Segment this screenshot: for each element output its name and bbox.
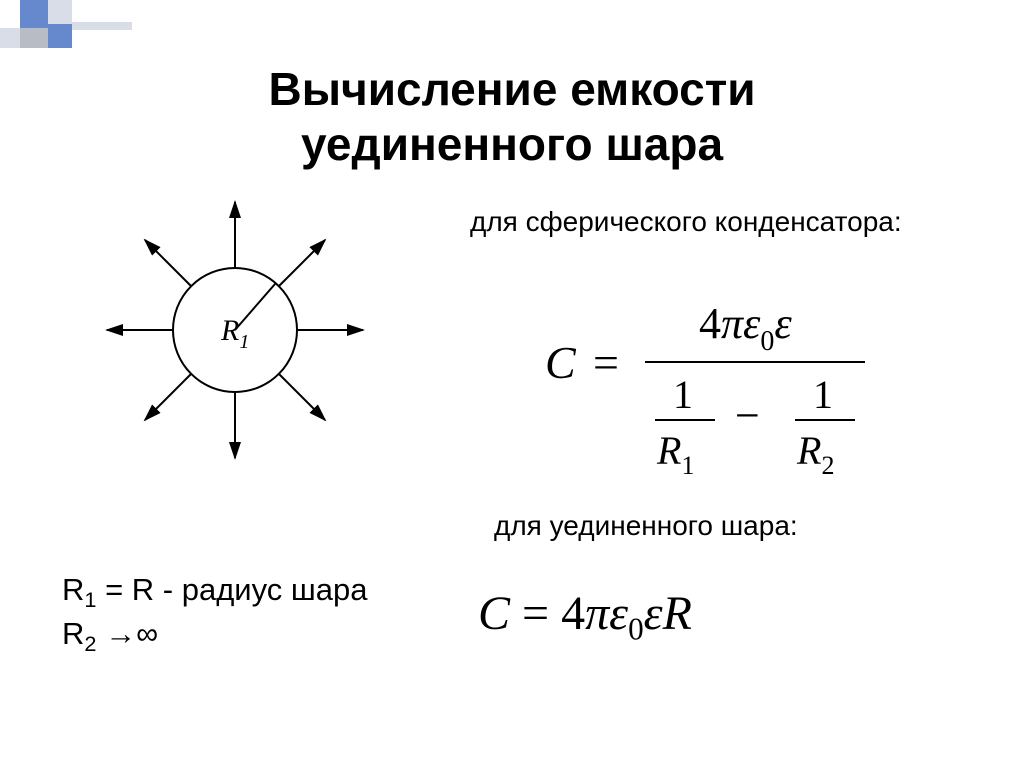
corner-decoration <box>0 0 140 60</box>
R2sub: 2 <box>821 451 834 478</box>
svg-text:=: = <box>593 337 619 388</box>
minus: − <box>735 391 760 440</box>
R2: R <box>796 428 821 473</box>
diagram-r-sub: 1 <box>239 331 249 353</box>
iso-sub: 0 <box>628 612 644 647</box>
sym-C: C <box>545 337 577 388</box>
svg-text:R2: R2 <box>796 428 834 478</box>
title-line1: Вычисление емкости <box>269 63 756 115</box>
r2-prefix: R <box>62 616 84 651</box>
r1-sub: 1 <box>84 587 96 612</box>
R1sub: 1 <box>681 451 694 478</box>
one-a: 1 <box>673 372 693 417</box>
r1-rest: = R - радиус шара <box>96 572 367 607</box>
radius-definitions: R1 = R - радиус шара R2 →∞ <box>62 570 367 659</box>
r1-prefix: R <box>62 572 84 607</box>
eps2: ε <box>774 299 792 348</box>
r2-rest: →∞ <box>96 616 158 651</box>
R1: R <box>656 428 681 473</box>
one-b: 1 <box>813 372 833 417</box>
formula-isolated: C = 4πε0εR <box>478 586 692 648</box>
iso-rest: εR <box>644 587 692 640</box>
page-title: Вычисление емкости уединенного шара <box>0 62 1024 172</box>
label-spherical-capacitor: для сферического конденсатора: <box>470 206 902 238</box>
sphere-diagram: R1 <box>105 200 365 465</box>
title-line2: уединенного шара <box>301 118 723 170</box>
diagram-r-label: R <box>220 314 239 347</box>
eps-sub: 0 <box>760 326 774 357</box>
r2-sub: 2 <box>84 632 96 657</box>
label-isolated-sphere: для уединенного шара: <box>494 510 798 542</box>
formula-spherical: C = 4πε0ε 1 R1 − 1 R2 <box>545 258 895 483</box>
svg-text:4πε0ε: 4πε0ε <box>699 299 792 357</box>
svg-text:R1: R1 <box>656 428 694 478</box>
